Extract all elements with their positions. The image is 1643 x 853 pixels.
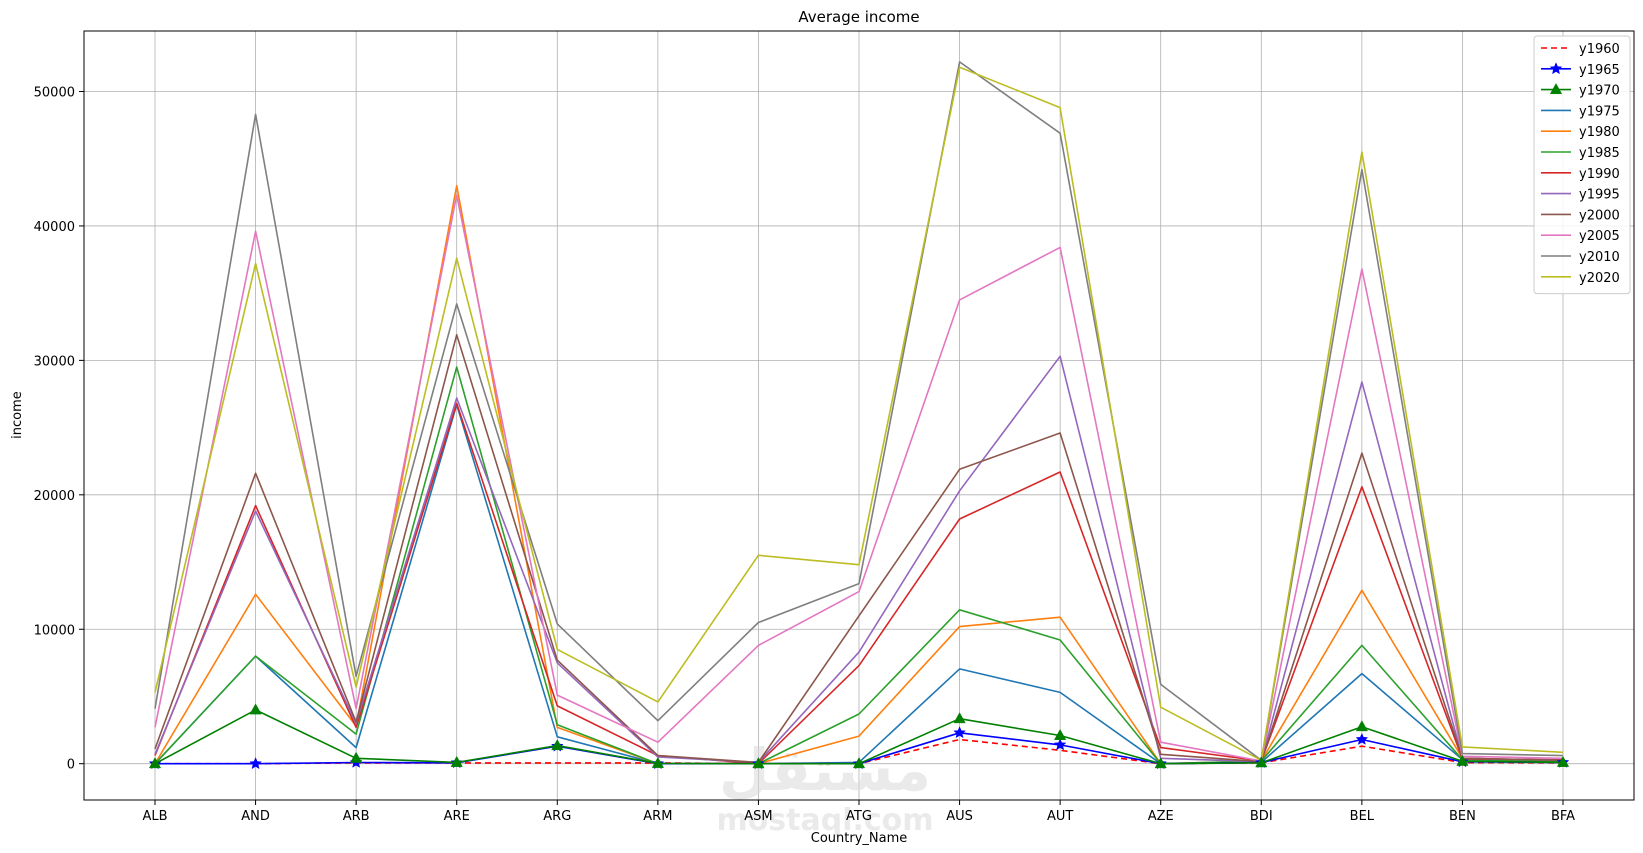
triangle-marker bbox=[349, 751, 363, 763]
y-tick-label: 50000 bbox=[34, 85, 75, 100]
star-marker bbox=[1549, 62, 1563, 75]
triangle-marker bbox=[852, 757, 866, 769]
star-marker bbox=[249, 757, 262, 770]
triangle-marker bbox=[953, 712, 966, 724]
series-line bbox=[154, 402, 1564, 765]
legend-item-y1985: y1985 bbox=[1541, 146, 1620, 161]
series-line bbox=[154, 366, 1564, 765]
legend-label: y1990 bbox=[1579, 167, 1620, 182]
triangle-marker bbox=[1154, 757, 1167, 769]
legend-label: y2005 bbox=[1579, 229, 1620, 244]
x-axis: ALB AND ARB ARE ARG ARM ASM ATG AUS AUT AZE BDI BEL B… bbox=[142, 800, 1575, 824]
y-axis: 0 10000 20000 30000 40000 50000 bbox=[34, 85, 84, 773]
series-y2005 bbox=[154, 194, 1564, 762]
triangle-marker bbox=[1355, 720, 1369, 732]
triangle-marker bbox=[752, 757, 765, 769]
x-axis-label: Country_Name bbox=[811, 831, 908, 846]
x-tick-label: ARG bbox=[543, 809, 571, 824]
x-tick-label: ARB bbox=[343, 809, 370, 824]
series-layer bbox=[148, 61, 1570, 770]
series-y1990 bbox=[154, 402, 1564, 765]
legend-label: y2010 bbox=[1579, 250, 1620, 265]
series-y1970 bbox=[148, 703, 1570, 769]
x-tick-label: ARM bbox=[643, 809, 672, 824]
legend-item-y1995: y1995 bbox=[1541, 188, 1620, 203]
x-tick-label: AUS bbox=[946, 809, 973, 824]
legend: y1960 y1965 y1970 y1975 y1980 y1985 y1990 y1995… bbox=[1533, 35, 1631, 295]
legend-label: y1965 bbox=[1579, 63, 1620, 78]
y-tick-label: 0 bbox=[67, 758, 75, 773]
star-marker bbox=[1355, 732, 1369, 745]
legend-box bbox=[1533, 35, 1631, 295]
triangle-marker bbox=[450, 755, 463, 767]
chart-title: Average income bbox=[798, 8, 919, 26]
legend-item-y2020: y2020 bbox=[1541, 271, 1620, 286]
triangle-marker bbox=[249, 703, 262, 715]
x-tick-label: BEL bbox=[1350, 809, 1375, 824]
series-y2010 bbox=[154, 61, 1564, 762]
y-axis-label: income bbox=[10, 391, 25, 439]
triangle-marker bbox=[1053, 728, 1067, 740]
series-line bbox=[154, 355, 1564, 764]
series-line bbox=[154, 66, 1564, 762]
x-tick-label: BDI bbox=[1250, 809, 1273, 824]
triangle-marker bbox=[1456, 754, 1469, 766]
grid-lines bbox=[84, 31, 1634, 800]
triangle-marker bbox=[1556, 755, 1570, 767]
x-tick-label: ASM bbox=[744, 809, 772, 824]
triangle-marker bbox=[551, 739, 564, 751]
legend-label: y1960 bbox=[1579, 42, 1620, 57]
y-tick-label: 10000 bbox=[34, 623, 75, 638]
legend-label: y1980 bbox=[1579, 125, 1620, 140]
legend-item-y1960: y1960 bbox=[1541, 42, 1620, 57]
x-tick-label: AUT bbox=[1047, 809, 1073, 824]
triangle-marker bbox=[651, 756, 665, 768]
triangle-marker bbox=[1255, 756, 1268, 768]
x-tick-label: BEN bbox=[1449, 809, 1476, 824]
legend-label: y1975 bbox=[1579, 104, 1620, 119]
legend-item-y2005: y2005 bbox=[1541, 229, 1620, 244]
series-line bbox=[154, 194, 1564, 762]
legend-label: y2000 bbox=[1579, 208, 1620, 223]
x-tick-label: ATG bbox=[846, 809, 872, 824]
triangle-marker bbox=[148, 757, 162, 769]
y-tick-label: 40000 bbox=[34, 220, 75, 235]
x-tick-label: AND bbox=[241, 809, 270, 824]
star-marker bbox=[1053, 738, 1067, 751]
legend-label: y1970 bbox=[1579, 84, 1620, 99]
legend-label: y1985 bbox=[1579, 146, 1620, 161]
watermark-latin: mostaql.com bbox=[716, 803, 933, 838]
series-y1995 bbox=[154, 355, 1564, 764]
x-tick-label: ARE bbox=[444, 809, 470, 824]
x-tick-label: AZE bbox=[1148, 809, 1174, 824]
series-line bbox=[154, 61, 1564, 762]
triangle-marker bbox=[1549, 83, 1563, 95]
legend-label: y1995 bbox=[1579, 188, 1620, 203]
star-marker bbox=[953, 726, 966, 739]
legend-label: y2020 bbox=[1579, 271, 1620, 286]
series-y1985 bbox=[154, 366, 1564, 765]
series-y2000 bbox=[154, 333, 1564, 764]
y-tick-label: 20000 bbox=[34, 489, 75, 504]
legend-item-y2000: y2000 bbox=[1541, 208, 1620, 223]
legend-item-y1975: y1975 bbox=[1541, 104, 1620, 119]
x-tick-label: BFA bbox=[1551, 809, 1575, 824]
legend-item-y2010: y2010 bbox=[1541, 250, 1620, 265]
legend-item-y1980: y1980 bbox=[1541, 125, 1620, 140]
y-tick-label: 30000 bbox=[34, 354, 75, 369]
series-line bbox=[154, 333, 1564, 764]
x-tick-label: ALB bbox=[142, 809, 167, 824]
series-y2020 bbox=[154, 66, 1564, 762]
legend-item-y1990: y1990 bbox=[1541, 167, 1620, 182]
legend-item-y1970: y1970 bbox=[1541, 83, 1620, 99]
legend-item-y1965: y1965 bbox=[1541, 62, 1620, 78]
